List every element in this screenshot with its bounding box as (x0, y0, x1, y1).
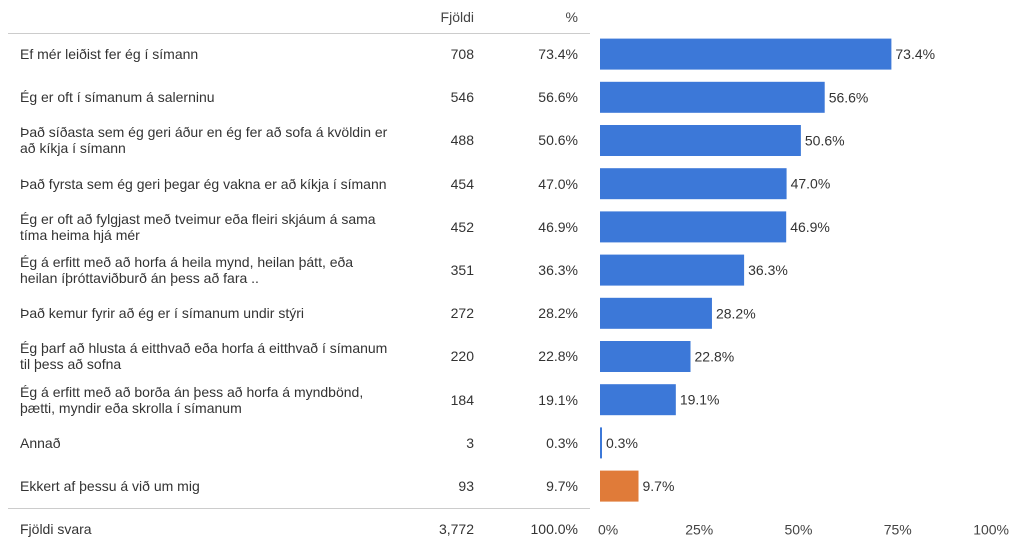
row-percent: 28.2% (538, 305, 578, 322)
row-percent: 73.4% (538, 46, 578, 63)
row-count: 708 (450, 46, 474, 63)
row-percent: 56.6% (538, 89, 578, 106)
row-percent: 46.9% (538, 218, 578, 235)
bar-chart: 73.4% 56.6% 50.6% 47.0% 46.9% 36.3% 28.2% 22.8%… (598, 38, 1009, 537)
row-label: Ég á erfitt með að borða án þess að horf… (20, 383, 364, 416)
row-count: 184 (450, 391, 474, 408)
row-count: 452 (450, 218, 474, 235)
row-count: 488 (450, 132, 474, 149)
table-row: Ég þarf að hlusta á eitthvað eða horfa á… (0, 335, 590, 378)
bar-value-label: 56.6% (829, 89, 869, 105)
row-count: 351 (450, 262, 474, 279)
table-row: Ekkert af þessu á við um mig 93 9.7% (0, 465, 590, 508)
table-row: Það kemur fyrir að ég er í símanum undir… (0, 292, 590, 335)
bar-value-label: 36.3% (748, 262, 788, 278)
bar (600, 81, 825, 113)
row-count: 546 (450, 89, 474, 106)
total-percent: 100.0% (530, 521, 578, 538)
bar-value-label: 22.8% (695, 349, 735, 365)
row-divider (8, 32, 590, 34)
count-column-header: Fjöldi (440, 9, 474, 25)
x-tick-label: 50% (784, 521, 812, 537)
bar (600, 168, 787, 200)
row-label: Ég á erfitt með að horfa á heila mynd, h… (20, 254, 354, 287)
row-label: Það fyrsta sem ég geri þegar ég vakna er… (20, 175, 387, 192)
bar (600, 470, 639, 502)
bar-value-label: 46.9% (790, 219, 830, 235)
total-label: Fjöldi svara (20, 521, 92, 538)
bar-value-label: 0.3% (606, 435, 638, 451)
percent-column-header: % (565, 9, 578, 25)
bar (600, 38, 892, 70)
row-count: 3 (466, 434, 474, 451)
total-row: Fjöldi svara 3,772 100.0% (0, 508, 590, 551)
row-divider (8, 507, 590, 509)
row-percent: 22.8% (538, 348, 578, 365)
bar (600, 341, 691, 372)
bar (600, 297, 712, 329)
x-tick-label: 75% (884, 521, 912, 537)
bar-value-label: 19.1% (680, 392, 720, 408)
row-label: Það kemur fyrir að ég er í símanum undir… (20, 305, 304, 322)
bar (600, 125, 801, 156)
row-percent: 50.6% (538, 132, 578, 149)
row-count: 272 (450, 305, 474, 322)
total-count: 3,772 (438, 521, 474, 538)
row-count: 93 (458, 478, 474, 495)
x-tick-label: 100% (973, 521, 1009, 537)
table-row: Ég á erfitt með að borða án þess að horf… (0, 378, 590, 421)
bar (600, 254, 745, 286)
bar-value-label: 9.7% (643, 478, 675, 494)
table-row: Ég er oft í símanum á salerninu 546 56.6% (0, 76, 590, 119)
row-percent: 36.3% (538, 262, 578, 279)
bar-value-label: 73.4% (895, 46, 935, 62)
bar (600, 211, 787, 243)
table-row: Ef mér leiðist fer ég í símann 708 73.4% (0, 33, 590, 76)
row-label: Ég er oft í símanum á salerninu (20, 89, 215, 106)
row-label: Annað (20, 434, 61, 451)
table-row: Það fyrsta sem ég geri þegar ég vakna er… (0, 162, 590, 205)
row-percent: 19.1% (538, 391, 578, 408)
row-label: Ekkert af þessu á við um mig (20, 478, 200, 495)
table-row: Ég er oft að fylgjast með tveimur eða fl… (0, 205, 590, 248)
row-percent: 9.7% (546, 478, 578, 495)
row-label: Það síðasta sem ég geri áður en ég fer a… (20, 124, 388, 157)
bar-value-label: 28.2% (716, 305, 756, 321)
table-row: Annað 3 0.3% (0, 421, 590, 464)
x-tick-label: 0% (598, 521, 618, 537)
bar-value-label: 47.0% (791, 176, 831, 192)
table-row: Ég á erfitt með að horfa á heila mynd, h… (0, 249, 590, 292)
row-count: 454 (450, 175, 474, 192)
table-row: Það síðasta sem ég geri áður en ég fer a… (0, 119, 590, 162)
bar (600, 427, 602, 459)
row-percent: 47.0% (538, 175, 578, 192)
row-label: Ég er oft að fylgjast með tveimur eða fl… (20, 210, 376, 243)
bar (600, 384, 676, 416)
bar-value-label: 50.6% (805, 133, 845, 149)
row-percent: 0.3% (546, 434, 578, 451)
row-label: Ég þarf að hlusta á eitthvað eða horfa á… (20, 340, 388, 373)
row-count: 220 (450, 348, 474, 365)
x-tick-label: 25% (685, 521, 713, 537)
row-label: Ef mér leiðist fer ég í símann (20, 46, 199, 63)
